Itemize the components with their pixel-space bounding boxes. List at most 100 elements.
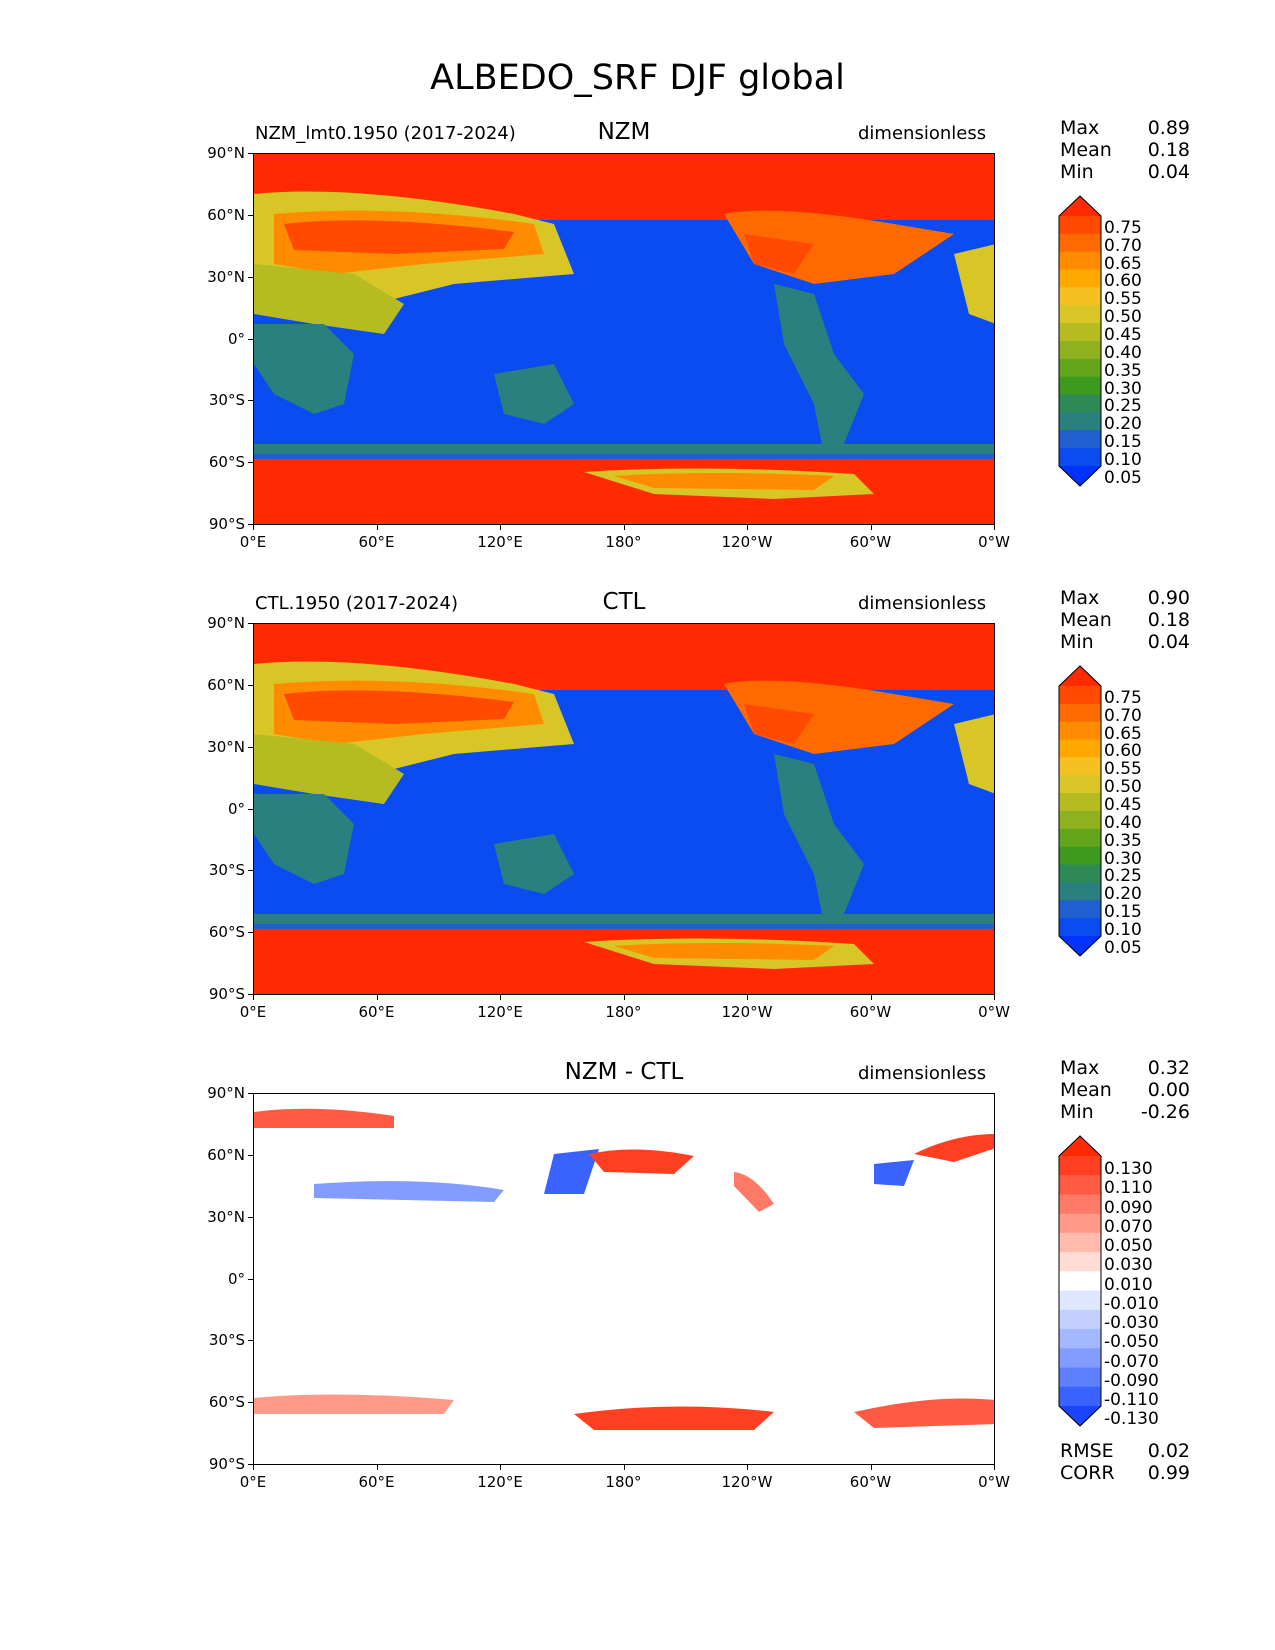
lon-tick-label: 120°W [721, 1003, 773, 1021]
colorbar-segment [1059, 358, 1101, 378]
colorbar-segment [1059, 703, 1101, 723]
lon-tick-label: 60°E [358, 1003, 395, 1021]
colorbar-segment [1059, 1348, 1101, 1369]
lon-tick-label: 60°W [849, 1003, 892, 1021]
colorbar-segment [1059, 1213, 1101, 1234]
lat-tick-mark [248, 1154, 253, 1156]
colorbar-level-label: 0.050 [1104, 1236, 1153, 1257]
colorbar-extend-bottom [1059, 1406, 1101, 1426]
colorbar-segment [1059, 1232, 1101, 1253]
colorbar-segment [1059, 448, 1101, 467]
lat-tick-label: 30°N [207, 1207, 245, 1226]
lat-tick-mark [248, 1216, 253, 1218]
colorbar-level-label: 0.30 [1104, 378, 1142, 399]
colorbar-segment [1059, 1271, 1101, 1292]
panel-units-label: dimensionless [858, 593, 987, 614]
colorbar-segment [1059, 757, 1101, 776]
colorbar: 0.130 0.110 0.090 0.070 0.050 0.030 0.010 -0.01… [1058, 1135, 1159, 1431]
stat-row: Mean 0.18 [1060, 609, 1190, 631]
colorbar-segment [1059, 1309, 1101, 1330]
colorbar-level-label: 0.130 [1104, 1159, 1153, 1180]
panel-units-label: dimensionless [858, 1063, 987, 1084]
colorbar-level-label: 0.55 [1104, 289, 1142, 310]
stat-value: 0.04 [1147, 631, 1190, 653]
lat-tick-label: 60°S [208, 453, 245, 472]
lon-tick-mark [376, 1465, 378, 1470]
lon-tick-label: 0°E [239, 533, 267, 551]
lon-tick-mark [253, 995, 254, 1000]
stat-value: 0.90 [1147, 587, 1190, 609]
metric-name: RMSE [1060, 1440, 1114, 1462]
stat-row: Min -0.26 [1060, 1101, 1190, 1123]
stat-row: Max 0.90 [1060, 587, 1190, 609]
lat-tick-mark [248, 153, 253, 154]
colorbar-segment [1059, 341, 1101, 360]
lat-tick-mark [248, 1093, 253, 1094]
lon-tick-label: 120°E [477, 1003, 523, 1021]
stat-value: 0.04 [1147, 161, 1190, 183]
colorbar-segment [1059, 430, 1101, 449]
lon-tick-label: 60°E [358, 533, 395, 551]
lon-tick-label: 120°W [721, 1473, 773, 1491]
colorbar-level-label: 0.05 [1104, 467, 1142, 488]
colorbar-level-label: 0.75 [1104, 687, 1142, 708]
stat-row: Mean 0.00 [1060, 1079, 1190, 1101]
stat-value: 0.18 [1147, 139, 1190, 161]
colorbar-segment [1059, 882, 1101, 901]
stat-name: Min [1060, 161, 1094, 183]
lat-tick-label: 30°S [208, 391, 245, 410]
colorbar-level-label: -0.070 [1104, 1351, 1159, 1372]
colorbar-segment [1059, 1175, 1101, 1195]
lon-tick-label: 60°W [849, 1473, 892, 1491]
colorbar-segment [1059, 1367, 1101, 1388]
lat-tick-mark [248, 994, 253, 995]
stat-row: Min 0.04 [1060, 631, 1190, 653]
lat-tick-mark [248, 276, 253, 278]
lon-tick-label: 60°E [358, 1473, 395, 1491]
map-field [254, 1094, 994, 1464]
colorbar-level-label: 0.50 [1104, 777, 1142, 798]
lon-tick-mark [994, 1465, 995, 1470]
colorbar-extend-top [1059, 1136, 1101, 1156]
stat-row: Max 0.32 [1060, 1057, 1190, 1079]
colorbar-outline [1058, 195, 1102, 487]
lat-tick-mark [248, 808, 253, 810]
colorbar-level-label: 0.20 [1104, 414, 1142, 435]
map-field [254, 154, 994, 524]
colorbar-level-label: -0.010 [1104, 1293, 1159, 1314]
colorbar-graphic [1058, 195, 1102, 487]
colorbar-level-label: 0.25 [1104, 396, 1142, 417]
colorbar-level-label: 0.65 [1104, 723, 1142, 744]
lon-tick-label: 180° [605, 533, 642, 551]
colorbar-segment [1059, 846, 1101, 866]
lat-tick-mark [248, 746, 253, 748]
colorbar-level-label: 0.60 [1104, 271, 1142, 292]
stat-name: Min [1060, 1101, 1094, 1123]
panel-nzm: NZM_lmt0.1950 (2017-2024) NZM dimensionl… [0, 0, 1275, 551]
colorbar-segment [1059, 1194, 1101, 1215]
lat-tick-mark [248, 462, 253, 464]
colorbar-graphic [1058, 1135, 1102, 1427]
colorbar-level-label: -0.130 [1104, 1409, 1159, 1430]
lon-tick-label: 0°E [239, 1473, 267, 1491]
colorbar-level-label: 0.10 [1104, 450, 1142, 470]
colorbar-segment [1059, 323, 1101, 342]
panel-center-label: NZM [597, 119, 651, 145]
colorbar-level-label: 0.40 [1104, 812, 1142, 833]
metric-value: 0.02 [1147, 1440, 1190, 1462]
lat-tick-mark [248, 338, 253, 340]
colorbar-level-label: 0.20 [1104, 884, 1142, 905]
lon-tick-label: 120°E [477, 1473, 523, 1491]
lat-tick-label: 0° [227, 329, 245, 348]
lat-tick-label: 30°S [208, 1331, 245, 1350]
lon-tick-label: 180° [605, 1003, 642, 1021]
metrics-box: RMSE 0.02 CORR 0.99 [1060, 1440, 1190, 1484]
lon-tick-mark [623, 1465, 625, 1470]
lat-tick-mark [248, 1464, 253, 1465]
panel-center-label: NZM - CTL [564, 1059, 684, 1085]
panel-diff: NZM - CTL dimensionless Max 0.32 Mean 0.00… [0, 940, 1275, 1491]
colorbar-level-label: 0.090 [1104, 1197, 1153, 1218]
colorbar-level-label: 0.35 [1104, 360, 1142, 381]
colorbar-level-label: 0.45 [1104, 325, 1142, 345]
colorbar-segment [1059, 828, 1101, 848]
